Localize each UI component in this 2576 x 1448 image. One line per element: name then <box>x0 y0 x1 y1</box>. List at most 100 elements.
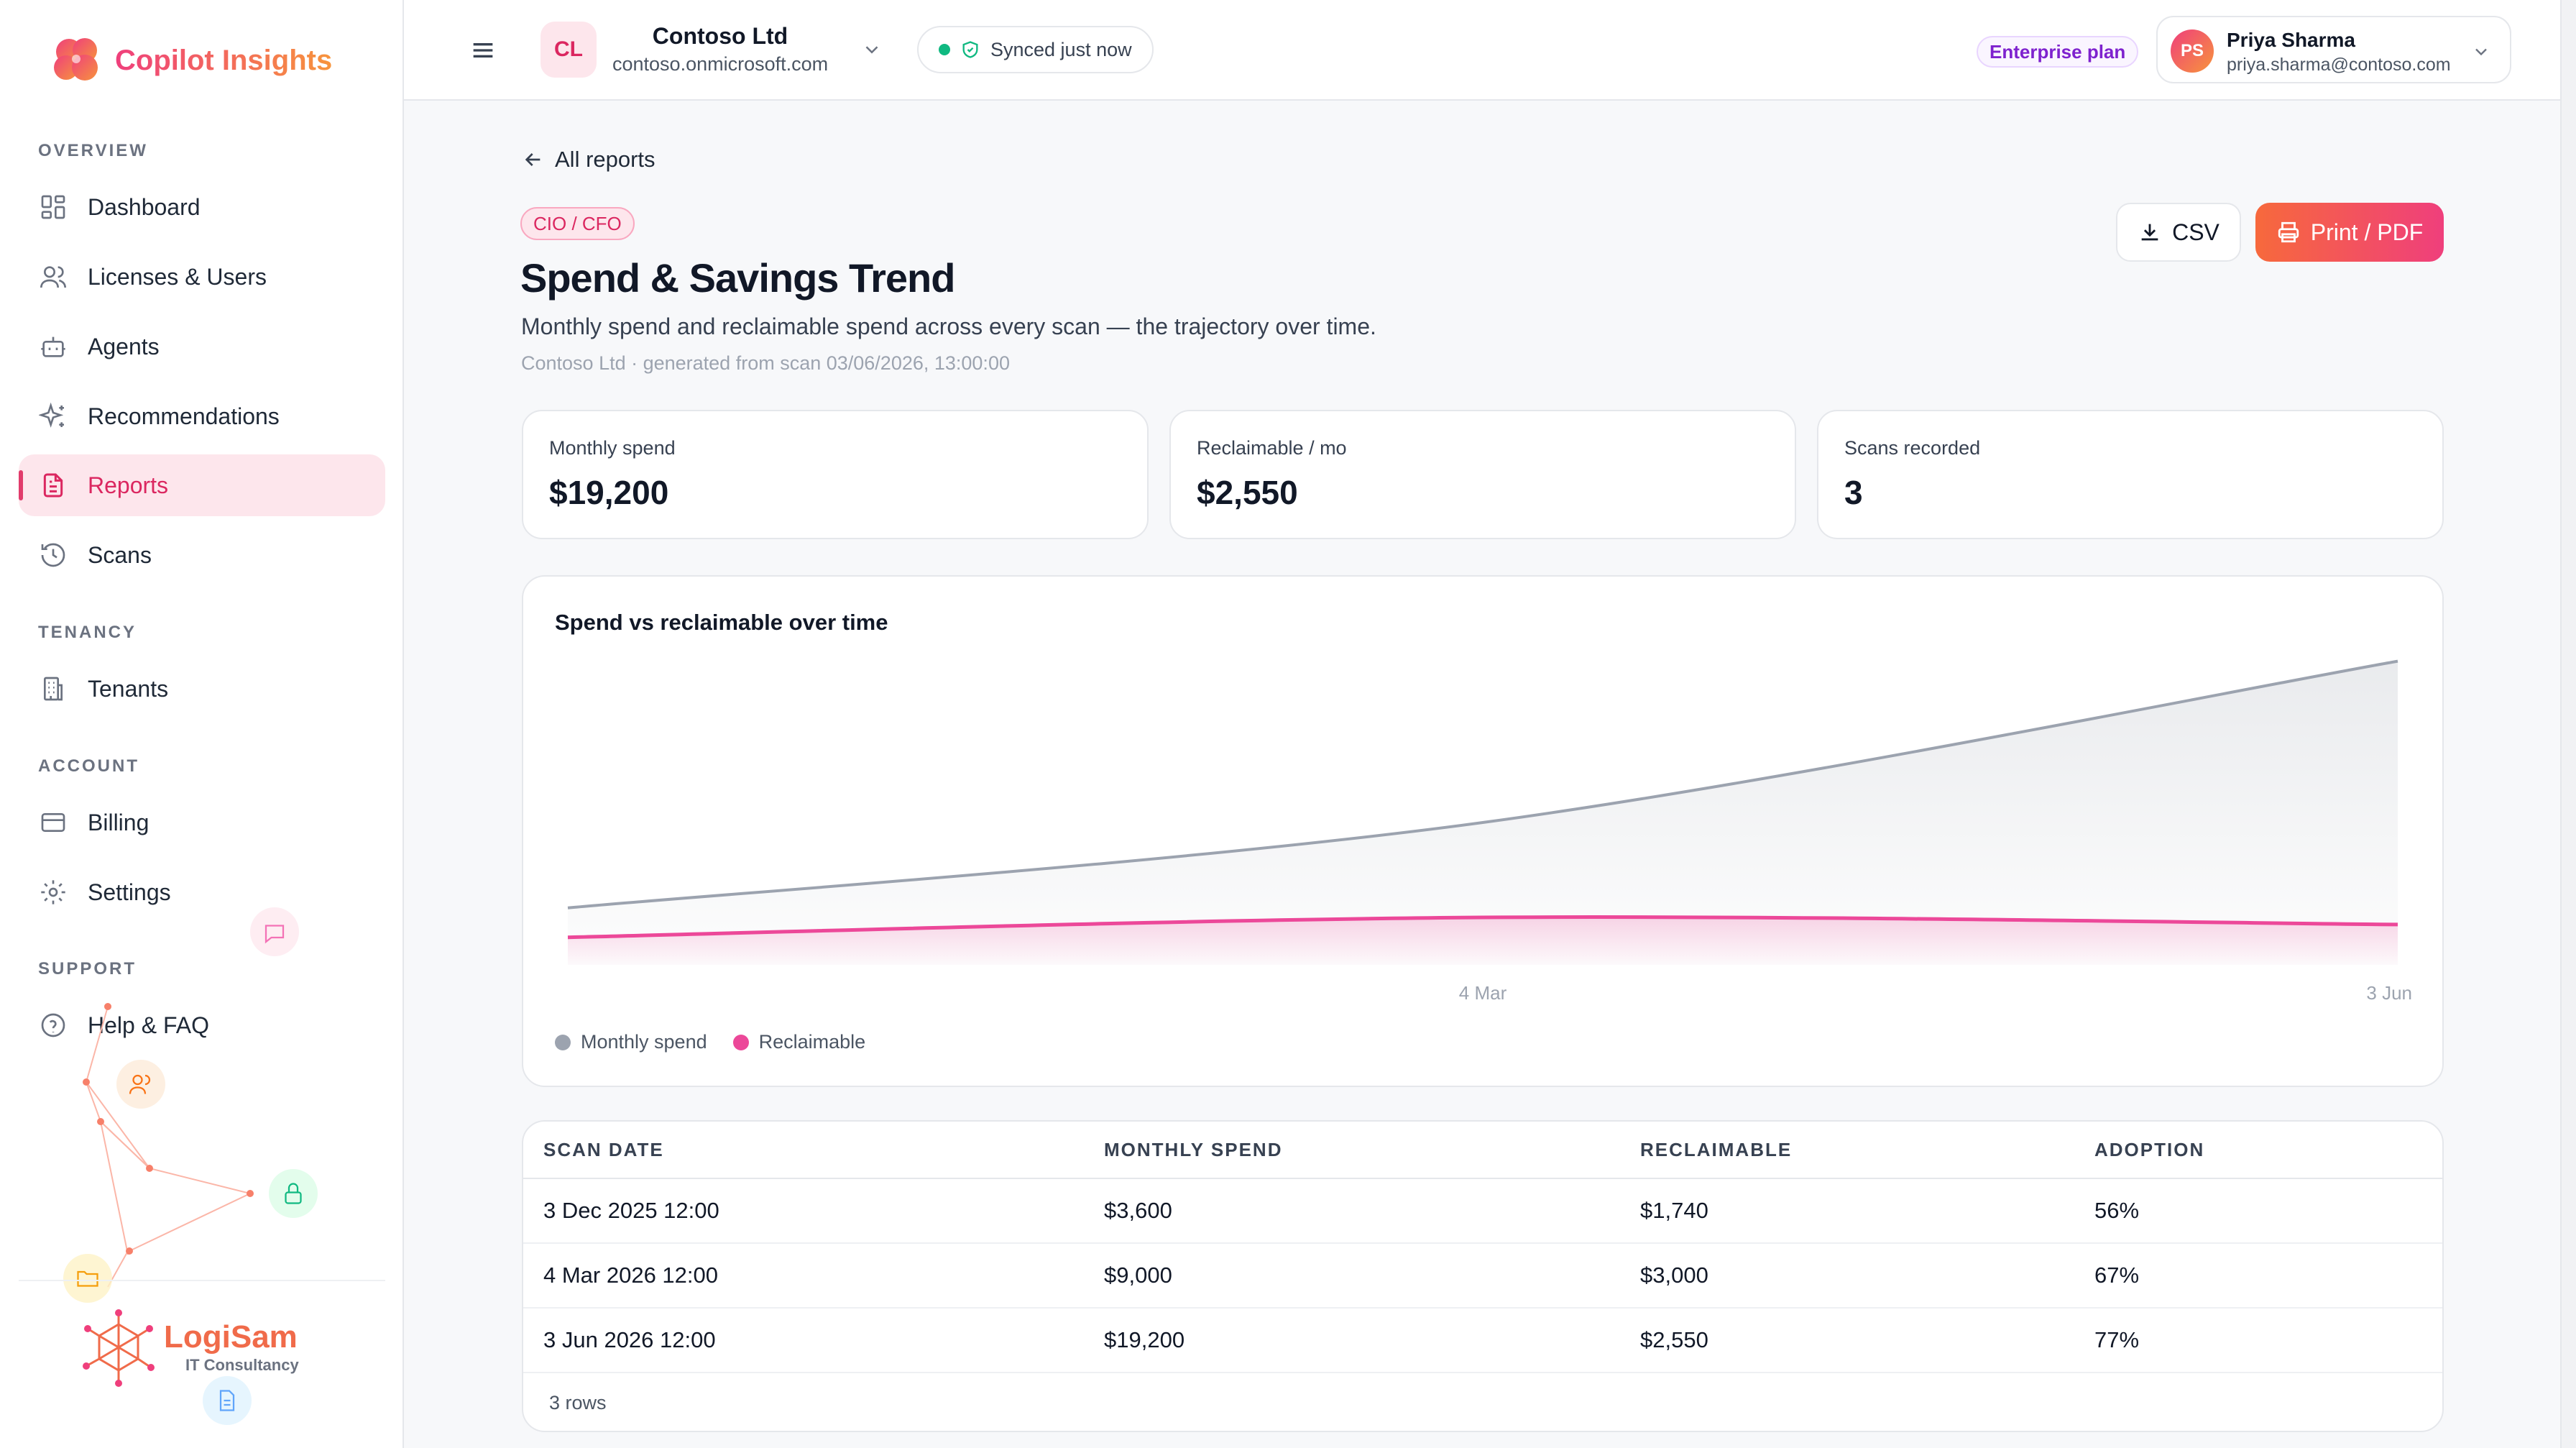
column-header-scan-date[interactable]: SCAN DATE <box>543 1138 664 1160</box>
gear-icon <box>41 880 65 904</box>
cell-adoption: 77% <box>2094 1327 2140 1352</box>
document-icon <box>219 1390 235 1411</box>
users-icon <box>40 266 66 288</box>
tenant-avatar[interactable]: CL <box>540 22 597 78</box>
report-file-icon <box>43 473 63 498</box>
sidebar-item-label: Scans <box>88 541 152 568</box>
back-to-reports-link[interactable]: All reports <box>522 147 656 173</box>
download-icon <box>2141 224 2158 241</box>
legend-label: Reclaimable <box>758 1031 866 1053</box>
sidebar-item-licenses[interactable]: Licenses & Users <box>19 246 385 308</box>
section-tenancy: TENANCY <box>38 623 137 642</box>
hamburger-menu-icon[interactable] <box>469 36 497 65</box>
sidebar-item-label: Agents <box>88 333 160 359</box>
sidebar-item-reports[interactable]: Reports <box>19 454 385 516</box>
legend-swatch <box>732 1034 749 1050</box>
csv-export-button[interactable]: CSV <box>2116 203 2241 262</box>
cell-adoption: 67% <box>2094 1263 2140 1288</box>
series-line-reclaimable[interactable] <box>567 915 2398 940</box>
sidebar-item-label: Tenants <box>88 675 169 702</box>
cell-reclaimable: $2,550 <box>1640 1327 1708 1352</box>
plan-badge: Enterprise plan <box>1977 36 2139 68</box>
kpi-label: Reclaimable / mo <box>1197 437 1347 459</box>
chevron-down-icon[interactable] <box>861 39 883 60</box>
status-dot <box>939 44 950 55</box>
page-description: Monthly spend and reclaimable spend acro… <box>521 313 1376 339</box>
legend-swatch <box>555 1034 571 1050</box>
kpi-label: Scans recorded <box>1844 437 1981 459</box>
history-icon <box>41 543 65 567</box>
sidebar-divider <box>19 1280 385 1281</box>
print-pdf-button[interactable]: Print / PDF <box>2255 203 2444 262</box>
kpi-label: Monthly spend <box>549 437 676 459</box>
bot-icon <box>41 336 65 357</box>
cell-monthly-spend: $19,200 <box>1104 1327 1185 1352</box>
column-header-adoption[interactable]: ADOPTION <box>2094 1138 2205 1160</box>
legend-item-spend[interactable]: Monthly spend <box>555 1031 707 1053</box>
table-row[interactable]: 3 Jun 2026 12:00 $19,200 $2,550 77% <box>523 1309 2442 1373</box>
area-reclaimable <box>568 917 2398 965</box>
sidebar-item-help[interactable]: Help & FAQ <box>19 994 385 1056</box>
printer-icon <box>2278 221 2299 243</box>
sidebar-item-label: Licenses & Users <box>88 263 267 290</box>
sidebar-item-recommendations[interactable]: Recommendations <box>19 385 385 447</box>
partner-name: LogiSam <box>164 1319 298 1355</box>
print-label: Print / PDF <box>2310 219 2424 245</box>
brand-logo[interactable]: Copilot Insights <box>47 30 332 91</box>
x-tick-label: 3 Jun <box>2366 982 2412 1004</box>
sidebar-item-label: Settings <box>88 879 171 905</box>
series-line-monthly-spend[interactable] <box>567 659 2398 909</box>
trend-chart: 4 Mar 3 Jun <box>567 659 2412 1004</box>
trend-chart-card: Spend vs reclaimable over time 4 Mar 3 Ju… <box>522 575 2444 1087</box>
area-monthly-spend <box>568 661 2398 965</box>
sidebar-item-dashboard[interactable]: Dashboard <box>19 176 385 238</box>
brain-icon <box>54 38 98 81</box>
page-scrollbar[interactable] <box>2560 0 2576 1448</box>
page-title: Spend & Savings Trend <box>520 255 955 301</box>
section-account: ACCOUNT <box>38 756 139 776</box>
column-header-reclaimable[interactable]: RECLAIMABLE <box>1640 1138 1793 1160</box>
sidebar-item-settings[interactable]: Settings <box>19 861 385 923</box>
section-support: SUPPORT <box>38 959 137 979</box>
sidebar-item-label: Recommendations <box>88 403 280 429</box>
sync-status-pill[interactable]: Synced just now <box>917 26 1154 73</box>
chevron-down-icon <box>2475 48 2487 56</box>
cell-monthly-spend: $9,000 <box>1104 1263 1172 1288</box>
partner-subtitle: IT Consultancy <box>185 1356 299 1374</box>
partner-logo[interactable]: LogiSam IT Consultancy <box>79 1309 299 1388</box>
network-decoration <box>63 907 318 1425</box>
help-circle-icon <box>41 1013 65 1037</box>
chart-legend: Monthly spend Reclaimable <box>555 1031 865 1053</box>
kpi-card-scans-recorded: Scans recorded 3 <box>1817 410 2444 539</box>
sidebar-item-label: Billing <box>88 809 150 835</box>
scans-table: SCAN DATE MONTHLY SPEND RECLAIMABLE ADOP… <box>522 1120 2444 1432</box>
user-menu[interactable]: PS Priya Sharma priya.sharma@contoso.com <box>2156 16 2511 83</box>
sidebar-item-scans[interactable]: Scans <box>19 524 385 586</box>
legend-label: Monthly spend <box>581 1031 707 1053</box>
tenant-name[interactable]: Contoso Ltd <box>652 23 788 49</box>
users-small-icon <box>129 1074 151 1094</box>
x-tick-label: 4 Mar <box>1459 982 1507 1004</box>
sidebar-item-billing[interactable]: Billing <box>19 792 385 853</box>
cell-scan-date: 3 Jun 2026 12:00 <box>543 1327 716 1352</box>
sync-status-text: Synced just now <box>990 38 1132 60</box>
cell-scan-date: 3 Dec 2025 12:00 <box>543 1198 719 1223</box>
table-row[interactable]: 3 Dec 2025 12:00 $3,600 $1,740 56% <box>523 1179 2442 1244</box>
kpi-card-monthly-spend: Monthly spend $19,200 <box>522 410 1149 539</box>
user-email: priya.sharma@contoso.com <box>2227 55 2451 75</box>
kpi-value: 3 <box>1844 474 1863 511</box>
chart-title: Spend vs reclaimable over time <box>555 610 888 635</box>
legend-item-reclaimable[interactable]: Reclaimable <box>732 1031 866 1053</box>
page-meta: Contoso Ltd · generated from scan 03/06/… <box>521 352 1010 374</box>
section-overview: OVERVIEW <box>38 141 148 160</box>
kpi-value: $19,200 <box>549 474 669 511</box>
arrow-left-icon <box>525 153 540 166</box>
sidebar: Copilot Insights OVERVIEW Dashboard Lice… <box>0 0 404 1448</box>
sidebar-item-tenants[interactable]: Tenants <box>19 658 385 720</box>
sidebar-item-label: Help & FAQ <box>88 1012 209 1038</box>
column-header-monthly-spend[interactable]: MONTHLY SPEND <box>1104 1138 1283 1160</box>
sidebar-item-agents[interactable]: Agents <box>19 316 385 377</box>
table-row-count: 3 rows <box>549 1392 607 1413</box>
table-row[interactable]: 4 Mar 2026 12:00 $9,000 $3,000 67% <box>523 1244 2442 1309</box>
chat-icon <box>264 925 285 944</box>
